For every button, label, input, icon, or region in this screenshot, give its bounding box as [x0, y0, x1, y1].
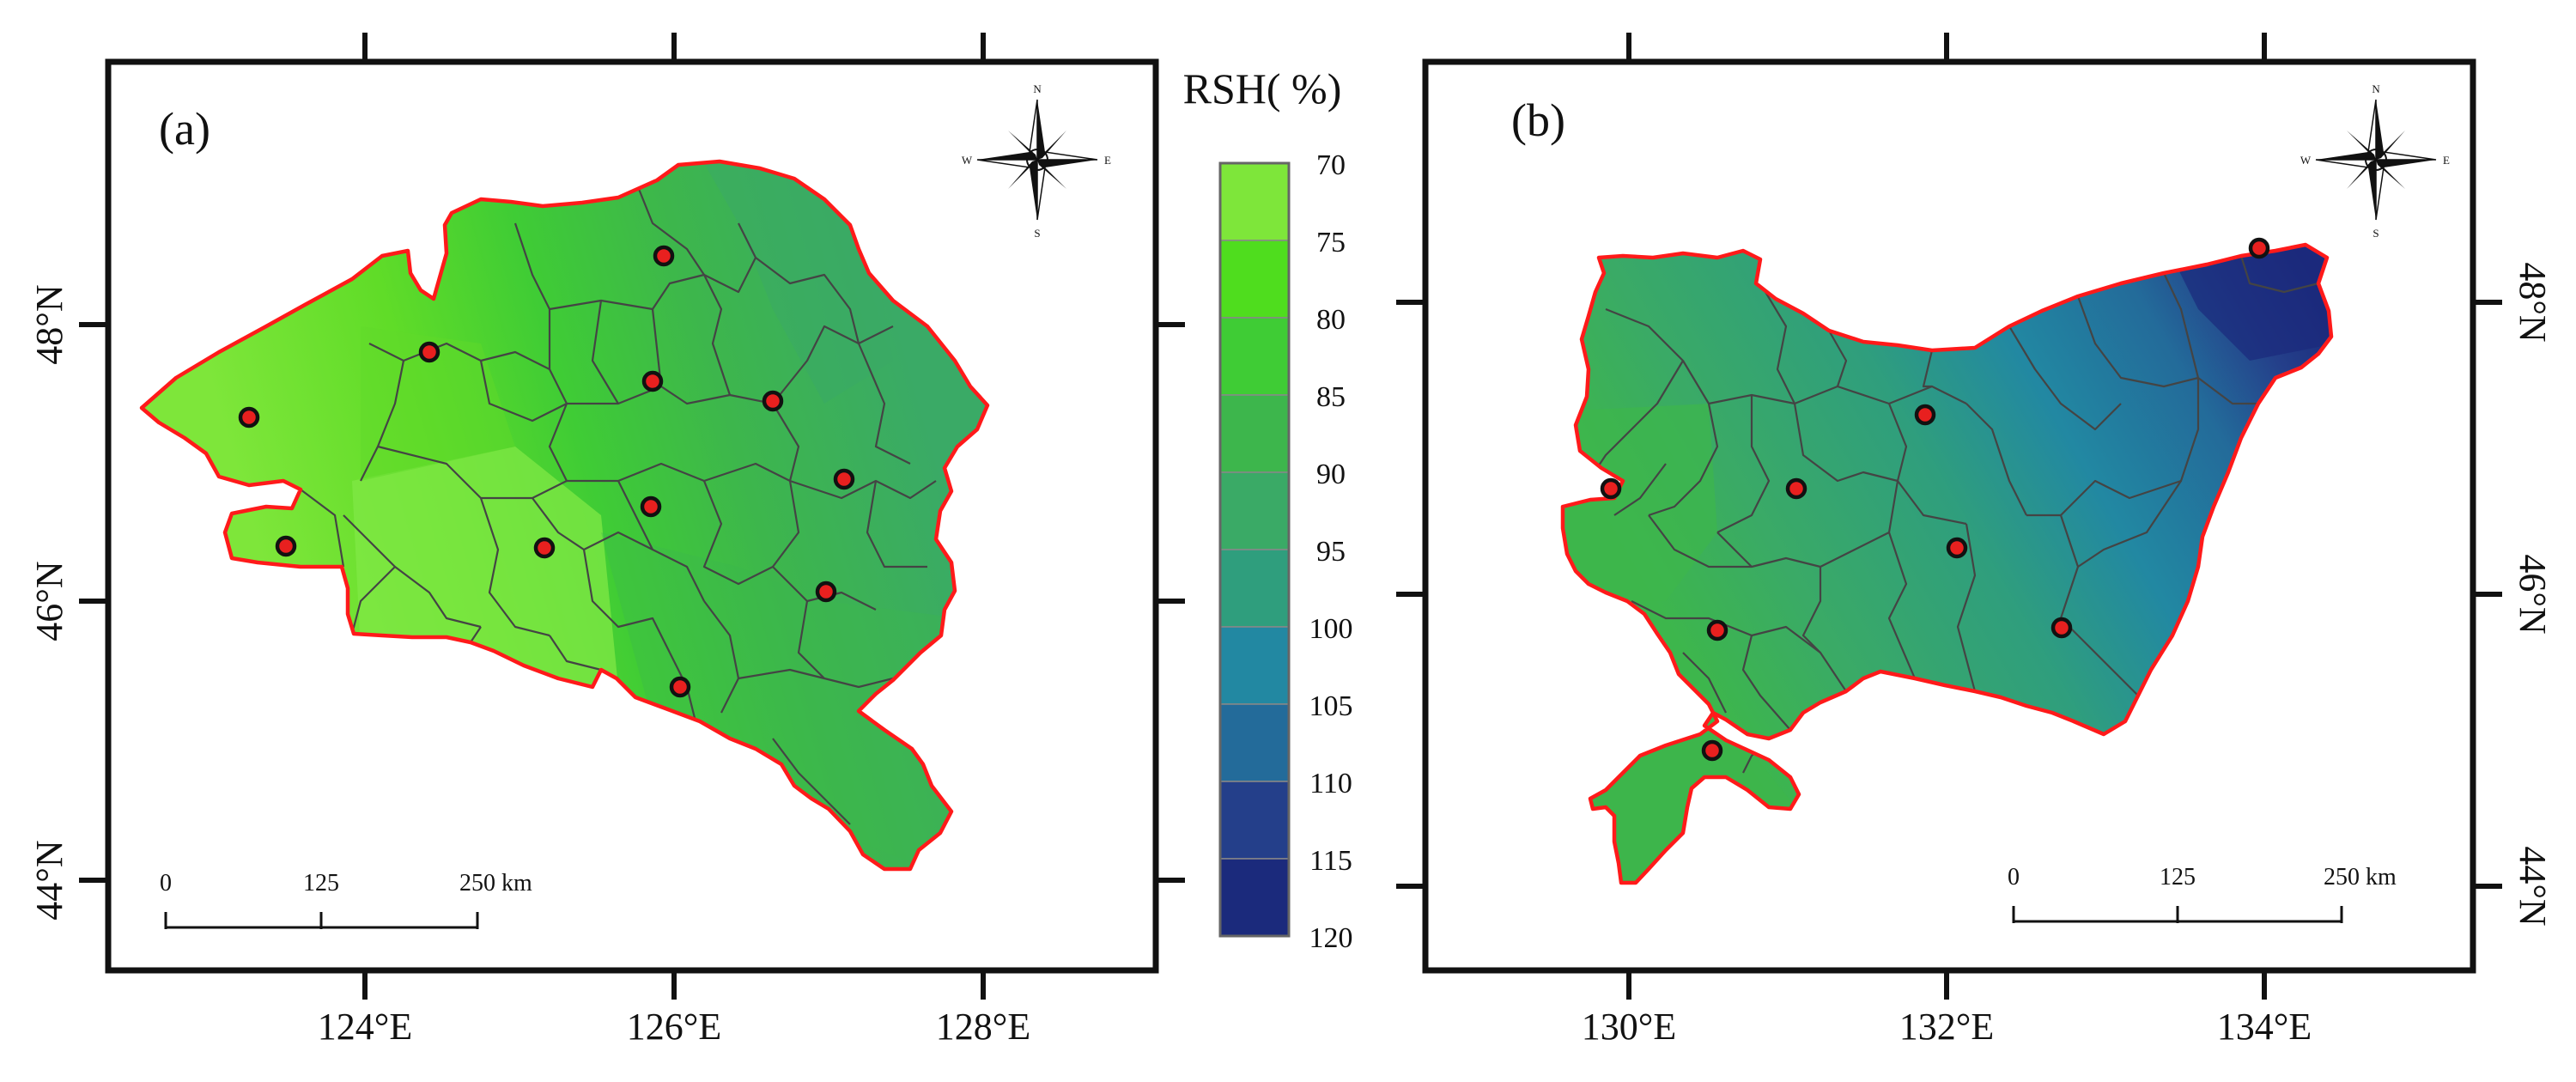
compass-n-label: N: [2372, 82, 2380, 95]
legend-swatch: [1219, 471, 1290, 550]
compass-s-label: S: [1034, 227, 1040, 240]
compass-rose-icon: N S E W: [2300, 82, 2450, 240]
lat-label: 46°N: [28, 561, 70, 641]
station-marker: [1785, 477, 1807, 500]
legend-value-label: 100: [1309, 613, 1353, 645]
scale-tick-label: 0: [2008, 864, 2020, 891]
scale-tick-label: 250: [459, 870, 495, 897]
lat-label: 44°N: [28, 840, 70, 920]
legend-value-labels: 70 75 80 85 90 95 100 105 110 115 120: [1309, 149, 1353, 954]
panel-a-scale-bar: 0 125 250 km: [160, 870, 532, 929]
legend-swatch: [1219, 394, 1290, 473]
station-marker: [418, 341, 440, 363]
legend-swatch: [1219, 781, 1290, 860]
lon-label: 132°E: [1899, 1006, 1994, 1048]
legend-value-label: 80: [1316, 304, 1346, 336]
panel-b: N S E W (b) 0 125 250 km 130°E 132°E 134…: [1396, 33, 2554, 1048]
scale-unit-label: km: [501, 870, 532, 897]
compass-e-label: E: [1104, 154, 1111, 167]
lat-label: 48°N: [28, 284, 70, 364]
legend-swatch: [1219, 240, 1290, 319]
compass-rose-icon: N S E W: [962, 82, 1111, 240]
panel-b-rsh-surface: [1563, 245, 2331, 883]
station-marker: [533, 537, 556, 559]
legend-swatch: [1219, 858, 1290, 937]
scale-tick-label: 250: [2324, 864, 2360, 891]
station-marker: [653, 245, 675, 267]
lon-label: 126°E: [627, 1006, 721, 1048]
panel-a-frame: [105, 58, 1159, 974]
lat-label: 48°N: [2512, 262, 2554, 342]
station-marker: [1914, 404, 1936, 426]
lon-label: 134°E: [2217, 1006, 2312, 1048]
legend-swatch: [1219, 626, 1290, 705]
scale-tick-label: 125: [303, 870, 339, 897]
legend-value-label: 75: [1316, 227, 1346, 258]
legend-frame: [1218, 161, 1291, 938]
station-marker: [669, 676, 691, 698]
legend-value-label: 105: [1309, 690, 1353, 722]
legend: RSH( %) 70 75 80 85 90 95 100 105 110 115 120: [1183, 64, 1353, 954]
station-marker: [641, 370, 664, 392]
legend-value-label: 90: [1316, 459, 1346, 490]
legend-value-label: 70: [1316, 149, 1346, 181]
station-marker: [1600, 477, 1622, 500]
panel-a-boundaries: [300, 179, 937, 825]
panel-b-ticks: [1396, 33, 2502, 1000]
panel-b-stations: [1600, 237, 2270, 762]
station-marker: [275, 535, 297, 557]
scale-tick-label: 0: [160, 870, 172, 897]
lon-label: 124°E: [318, 1006, 412, 1048]
station-marker: [1701, 739, 1723, 762]
panel-a-ticks: [79, 33, 1185, 1000]
panel-a-stations: [238, 245, 855, 698]
station-marker: [762, 390, 784, 412]
panel-b-label: (b): [1511, 94, 1565, 146]
compass-w-label: W: [2300, 154, 2312, 167]
legend-swatch: [1219, 162, 1290, 241]
legend-swatch: [1219, 703, 1290, 782]
legend-value-label: 110: [1309, 768, 1352, 799]
panel-a: N S E W (a) 0 125 250 km 124°E 126°E 128…: [28, 33, 1185, 1048]
compass-n-label: N: [1033, 82, 1042, 95]
compass-w-label: W: [962, 154, 973, 167]
station-marker: [640, 495, 662, 518]
legend-swatch: [1219, 317, 1290, 396]
legend-value-label: 85: [1316, 381, 1346, 413]
legend-value-label: 120: [1309, 922, 1353, 954]
lon-label: 130°E: [1582, 1006, 1676, 1048]
legend-title: RSH( %): [1183, 64, 1342, 112]
station-marker: [833, 468, 855, 490]
legend-value-label: 115: [1309, 845, 1352, 877]
panel-b-boundaries: [1588, 255, 2319, 774]
station-marker: [238, 406, 260, 429]
scale-unit-label: km: [2366, 864, 2397, 891]
legend-swatch: [1219, 549, 1290, 628]
legend-value-label: 95: [1316, 536, 1346, 568]
station-marker: [1946, 537, 1968, 559]
compass-e-label: E: [2443, 154, 2450, 167]
scale-tick-label: 125: [2160, 864, 2196, 891]
station-marker: [815, 581, 837, 603]
station-marker: [2248, 237, 2270, 259]
panel-b-scale-bar: 0 125 250 km: [2008, 864, 2397, 923]
panel-a-label: (a): [159, 103, 210, 155]
legend-color-bar: [1219, 162, 1290, 937]
station-marker: [2050, 617, 2073, 639]
lon-label: 128°E: [936, 1006, 1030, 1048]
lat-label: 46°N: [2512, 554, 2554, 634]
compass-s-label: S: [2372, 227, 2379, 240]
station-marker: [1706, 619, 1728, 641]
lat-label: 44°N: [2512, 846, 2554, 926]
